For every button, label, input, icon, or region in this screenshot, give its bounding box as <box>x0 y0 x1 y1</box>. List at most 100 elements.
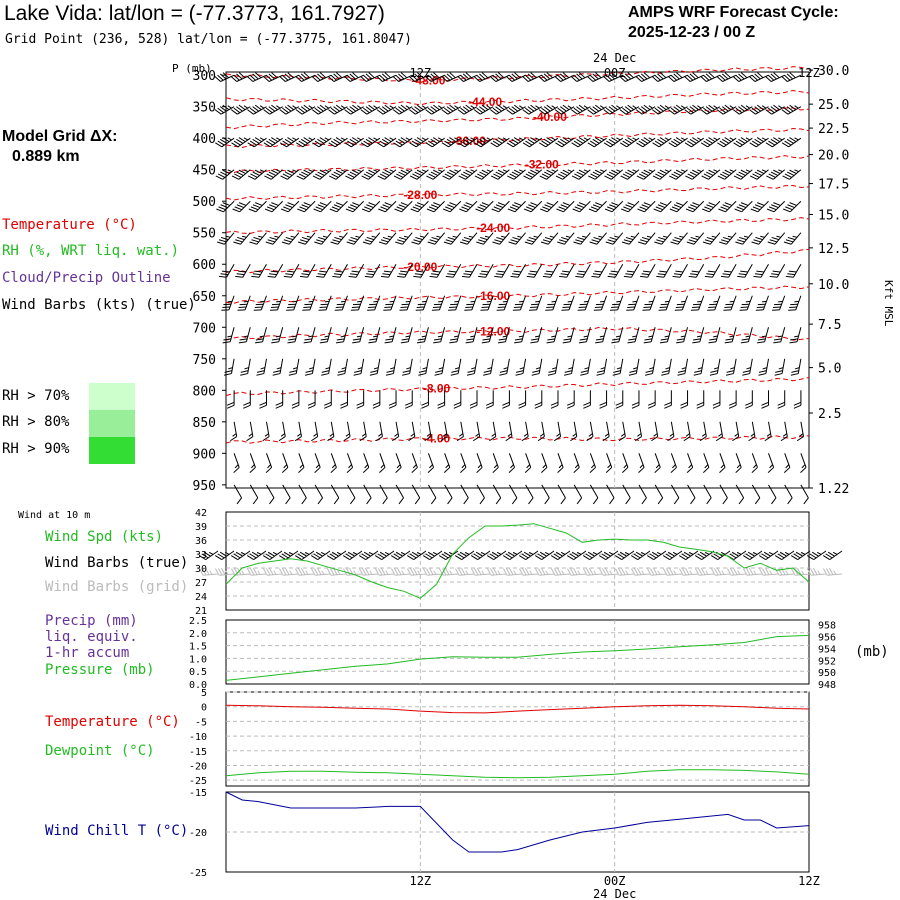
barb-half-tick <box>387 235 393 238</box>
barb-staff <box>577 137 591 148</box>
barb-full-tick <box>295 76 302 82</box>
barb-staff <box>800 453 807 468</box>
barb-full-tick <box>400 104 408 111</box>
barb-full-tick <box>230 555 238 561</box>
barb-full-tick <box>735 107 743 114</box>
barb-half-tick <box>616 169 621 173</box>
barb-staff <box>589 550 603 561</box>
model-grid-label: Model Grid ΔX: <box>2 128 118 145</box>
wind-barb <box>302 295 316 311</box>
barb-half-tick <box>534 335 540 338</box>
wind-barb <box>559 263 575 278</box>
wind-barb <box>684 72 704 82</box>
wind-barb <box>294 421 302 442</box>
barb-full-tick <box>319 137 327 143</box>
barb-full-tick <box>303 137 311 143</box>
barb-half-tick <box>356 335 362 338</box>
wind-barb <box>789 327 802 344</box>
wind-barb <box>329 200 348 213</box>
pressure-line <box>225 634 810 681</box>
precip-label: Precip (mm) <box>45 613 138 629</box>
barb-full-tick <box>494 275 502 278</box>
barb-half-tick <box>598 235 603 238</box>
barb-staff <box>427 484 437 499</box>
barb-full-tick <box>783 208 791 213</box>
barb-full-tick <box>481 72 489 79</box>
wind-barb <box>275 390 284 409</box>
grid-wind-barb <box>263 567 283 576</box>
barb-full-tick <box>483 373 491 376</box>
barb-half-tick <box>816 551 822 555</box>
wind-barb <box>599 390 608 409</box>
barb-full-tick <box>385 338 394 341</box>
wind-barb <box>534 390 543 409</box>
wind-barb <box>362 232 381 245</box>
barb-full-tick <box>788 270 797 273</box>
barb-full-tick <box>284 106 292 112</box>
barb-full-tick <box>288 338 296 341</box>
barb-full-tick <box>708 306 716 308</box>
barb-full-tick <box>525 140 533 146</box>
barb-full-tick <box>360 76 367 82</box>
barb-full-tick <box>559 275 567 278</box>
barb-half-tick <box>616 137 621 141</box>
wind-barb <box>591 263 608 278</box>
barb-full-tick <box>537 436 545 442</box>
temperature-tick-label: 5 <box>201 688 207 699</box>
barb-full-tick <box>432 137 440 143</box>
barb-full-tick <box>368 169 376 174</box>
barb-full-tick <box>686 107 694 114</box>
barb-full-tick <box>643 104 651 111</box>
barb-full-tick <box>252 73 259 80</box>
barb-full-tick <box>505 76 513 82</box>
barb-full-tick <box>248 208 257 213</box>
barb-full-tick <box>670 241 679 245</box>
barb-full-tick <box>363 173 371 178</box>
barb-full-tick <box>335 270 344 273</box>
barb-full-tick <box>479 73 486 80</box>
wind-barb <box>638 232 656 245</box>
barb-half-tick <box>227 105 232 109</box>
barb-full-tick <box>667 436 675 442</box>
wind-barb <box>526 263 543 278</box>
barb-full-tick <box>562 270 570 273</box>
barb-half-tick <box>257 570 261 575</box>
barb-full-tick <box>538 109 546 115</box>
barb-full-tick <box>489 76 497 82</box>
grid-wind-barb <box>663 567 683 576</box>
barb-full-tick <box>690 497 696 505</box>
barb-full-tick <box>236 138 244 144</box>
barb-staff <box>351 137 364 148</box>
wind-barb <box>233 453 240 474</box>
barb-full-tick <box>627 72 634 79</box>
page-title: Lake Vida: lat/lon = (-77.3773, 161.7927… <box>4 2 385 25</box>
barb-full-tick <box>704 275 713 278</box>
barb-full-tick <box>295 109 303 115</box>
barb-full-tick <box>295 568 300 576</box>
barb-half-tick <box>574 464 579 469</box>
pressure-tick-label: 300 <box>193 69 216 84</box>
barb-full-tick <box>508 567 514 576</box>
wind-chill-tick-label: -25 <box>189 868 207 879</box>
barb-full-tick <box>236 73 243 80</box>
barb-staff <box>755 137 769 148</box>
barb-full-tick <box>249 241 257 245</box>
barb-staff <box>554 358 559 374</box>
barb-full-tick <box>589 107 597 114</box>
barb-full-tick <box>529 309 537 311</box>
barb-full-tick <box>768 206 777 211</box>
wind-barb <box>263 104 283 115</box>
barb-full-tick <box>449 202 457 206</box>
barb-half-tick <box>591 464 595 469</box>
wind-barb <box>555 169 575 180</box>
barb-full-tick <box>722 204 730 209</box>
wind-barb <box>751 484 761 505</box>
barb-staff <box>339 263 348 278</box>
wind-barb <box>573 484 583 505</box>
barb-staff <box>460 453 467 468</box>
barb-full-tick <box>394 568 399 576</box>
barb-full-tick <box>507 175 515 180</box>
barb-full-tick <box>508 74 516 81</box>
wind-barb <box>312 169 332 180</box>
